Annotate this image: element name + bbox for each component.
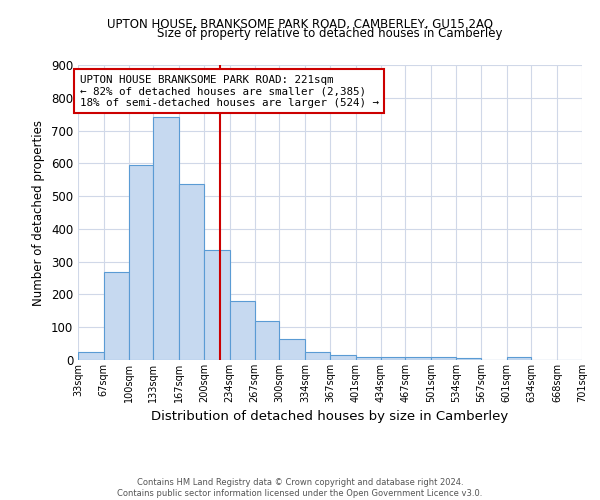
X-axis label: Distribution of detached houses by size in Camberley: Distribution of detached houses by size … bbox=[151, 410, 509, 424]
Bar bbox=[406, 358, 431, 360]
Bar bbox=[154, 118, 179, 360]
Bar bbox=[204, 250, 230, 360]
Bar bbox=[305, 352, 330, 360]
Bar bbox=[431, 358, 456, 360]
Bar bbox=[380, 358, 406, 360]
Y-axis label: Number of detached properties: Number of detached properties bbox=[32, 120, 46, 306]
Text: UPTON HOUSE, BRANKSOME PARK ROAD, CAMBERLEY, GU15 2AQ: UPTON HOUSE, BRANKSOME PARK ROAD, CAMBER… bbox=[107, 18, 493, 30]
Text: Contains HM Land Registry data © Crown copyright and database right 2024.
Contai: Contains HM Land Registry data © Crown c… bbox=[118, 478, 482, 498]
Text: UPTON HOUSE BRANKSOME PARK ROAD: 221sqm
← 82% of detached houses are smaller (2,: UPTON HOUSE BRANKSOME PARK ROAD: 221sqm … bbox=[80, 75, 379, 108]
Bar bbox=[330, 355, 356, 360]
Bar bbox=[356, 356, 380, 360]
Bar bbox=[128, 165, 154, 360]
Bar bbox=[456, 358, 481, 360]
Bar bbox=[230, 301, 254, 360]
Bar bbox=[179, 184, 204, 360]
Bar bbox=[104, 272, 128, 360]
Bar bbox=[254, 320, 280, 360]
Bar bbox=[78, 352, 104, 360]
Bar bbox=[506, 358, 532, 360]
Bar bbox=[280, 338, 305, 360]
Title: Size of property relative to detached houses in Camberley: Size of property relative to detached ho… bbox=[157, 27, 503, 40]
